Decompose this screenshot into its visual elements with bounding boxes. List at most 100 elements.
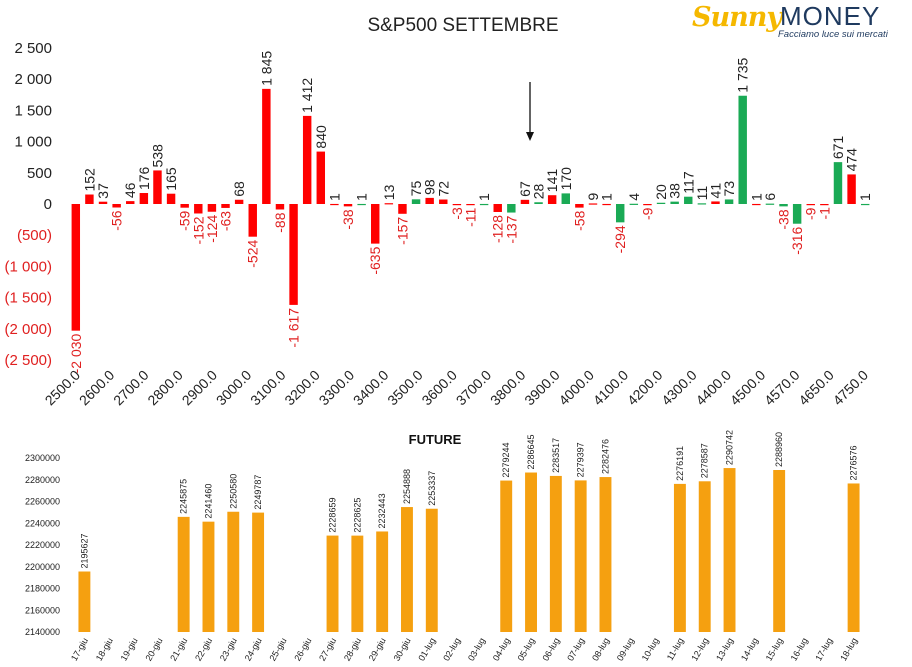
x-tick-label: 2800.0	[144, 367, 186, 409]
x-tick-label: 3000.0	[213, 367, 255, 409]
y-tick-label: 2300000	[25, 453, 60, 463]
bar	[656, 202, 666, 204]
y-tick-label: 2280000	[25, 475, 60, 485]
bar	[520, 199, 530, 204]
data-label: -2 030	[68, 333, 84, 373]
x-tick-label: 4570.0	[761, 367, 803, 409]
bar	[773, 470, 786, 632]
x-tick-label: 2900.0	[179, 367, 221, 409]
data-label: -38	[776, 209, 792, 229]
data-label: 538	[149, 144, 165, 168]
data-label: -58	[571, 210, 587, 230]
x-tick-label: 24-giu	[243, 636, 264, 663]
data-label: 73	[721, 181, 737, 197]
x-tick-label: 11-lug	[665, 636, 686, 662]
data-label: 2254888	[402, 469, 412, 504]
x-tick-label: 22-giu	[193, 636, 214, 663]
data-label: 117	[680, 171, 696, 194]
data-label: 75	[408, 181, 424, 197]
data-label: 41	[707, 183, 723, 199]
x-tick-label: 26-giu	[292, 636, 313, 663]
x-tick-label: 16-lug	[789, 636, 810, 663]
bar	[227, 511, 240, 632]
y-axis-future: 2300000 2280000 2260000 2240000 2220000 22000…	[25, 453, 60, 637]
y-tick-label: (1 000)	[4, 258, 52, 275]
bar	[615, 204, 625, 223]
data-label: 176	[136, 166, 152, 190]
x-tick-label: 3300.0	[316, 367, 358, 409]
bar	[847, 483, 860, 632]
x-axis-future: 17-giu 18-giu 19-giu 20-giu 21-giu 22-giu 23-g…	[69, 636, 859, 663]
data-label: -524	[245, 239, 261, 267]
data-label: 2232443	[377, 493, 387, 528]
bar	[177, 516, 190, 632]
y-tick-label: 2180000	[25, 584, 60, 594]
logo-tagline: Facciamo luce sui mercati	[778, 29, 888, 40]
x-tick-label: 07-lug	[565, 636, 586, 663]
x-tick-label: 03-lug	[466, 636, 487, 663]
data-label: 141	[544, 169, 560, 193]
data-label: -1 617	[286, 308, 302, 348]
x-tick-label: 23-giu	[218, 636, 239, 663]
x-tick-label: 3500.0	[384, 367, 426, 409]
bar	[833, 162, 843, 204]
bar	[752, 203, 761, 206]
bar	[723, 468, 736, 632]
y-tick-label: 1 000	[14, 134, 52, 151]
y-tick-label: 0	[44, 196, 52, 213]
x-tick-label: 4100.0	[590, 367, 632, 409]
bar	[820, 204, 829, 206]
data-label: -137	[503, 215, 519, 243]
data-label: 2282476	[600, 439, 610, 474]
y-tick-label: 2 000	[14, 71, 52, 88]
bar	[207, 204, 217, 212]
bar	[711, 201, 720, 204]
bar	[466, 204, 475, 206]
bar	[139, 193, 149, 204]
chart-title-future: FUTURE	[409, 432, 462, 447]
bar	[588, 203, 598, 205]
bar	[425, 197, 434, 204]
bar	[302, 115, 312, 204]
bar	[602, 203, 611, 206]
y-tick-label: (500)	[17, 227, 52, 244]
data-label: 38	[667, 183, 683, 199]
data-label: -157	[394, 217, 410, 245]
bar	[697, 203, 707, 205]
bar	[98, 201, 108, 204]
data-label: 2228659	[328, 498, 338, 533]
data-label: 2279244	[501, 443, 511, 478]
x-tick-label: 4500.0	[727, 367, 769, 409]
bar	[525, 472, 537, 632]
bar	[575, 204, 584, 208]
data-label: 2288960	[774, 432, 784, 467]
x-tick-label: 04-lug	[491, 636, 512, 663]
bar	[78, 571, 91, 632]
x-tick-label: 4300.0	[658, 367, 700, 409]
future-chart: FUTURE 2300000 2280000 2260000 2240000 22200…	[25, 430, 860, 663]
bars-future: 2195627 2245875 2241460 2250580 2249787 22286…	[78, 430, 860, 632]
y-tick-label: 500	[27, 165, 52, 182]
bar	[180, 204, 189, 208]
x-tick-label: 3700.0	[453, 367, 495, 409]
bar	[262, 88, 271, 204]
data-label: 2276191	[675, 446, 685, 481]
x-tick-label: 3900.0	[521, 367, 563, 409]
x-tick-label: 14-lug	[739, 636, 760, 663]
data-label: 1	[476, 193, 492, 201]
data-label: 37	[95, 183, 111, 199]
data-label: -9	[803, 207, 819, 220]
bar	[376, 531, 389, 632]
bar	[792, 204, 802, 224]
x-tick-label: 18-lug	[838, 636, 859, 663]
bar	[574, 480, 587, 632]
bar	[673, 483, 686, 632]
x-tick-label: 2500.0	[42, 367, 84, 409]
data-label: 2278587	[700, 443, 710, 478]
bar	[847, 174, 856, 204]
data-label: 4	[626, 193, 642, 201]
y-tick-label: 2200000	[25, 562, 60, 572]
data-label: 72	[435, 181, 451, 197]
x-tick-label: 06-lug	[540, 636, 561, 663]
x-tick-label: 19-giu	[119, 636, 140, 663]
